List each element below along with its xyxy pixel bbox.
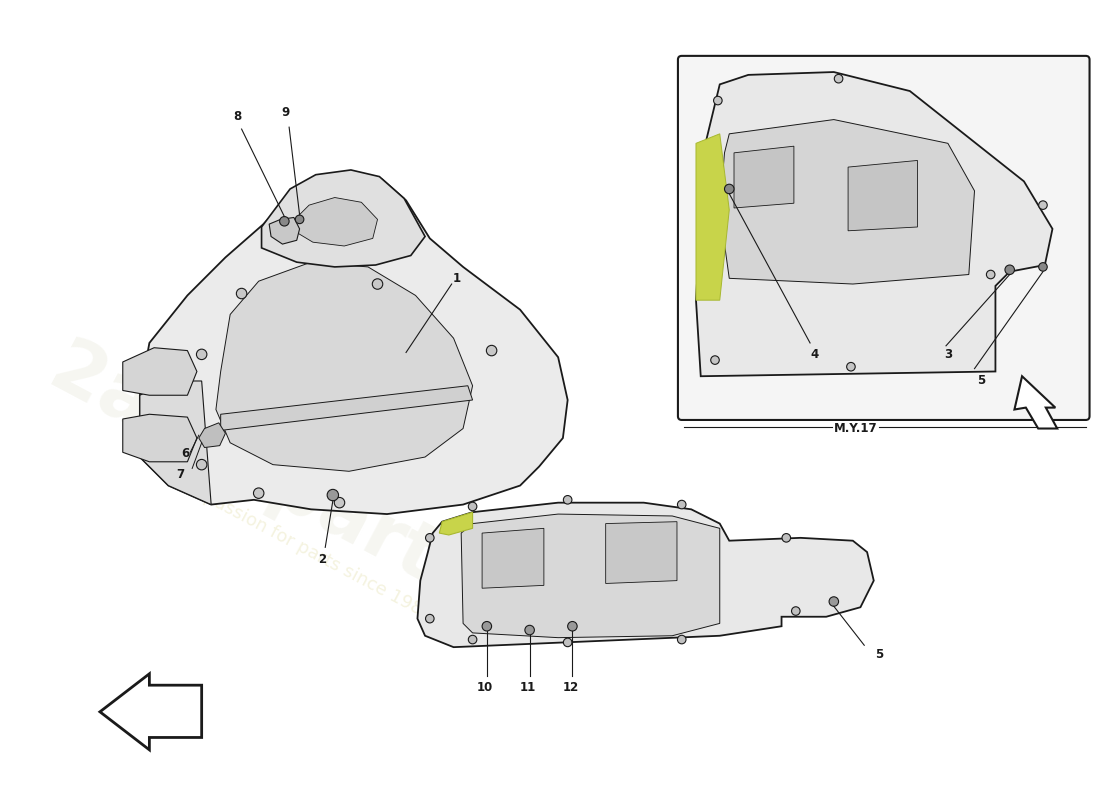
Circle shape xyxy=(482,622,492,631)
Circle shape xyxy=(253,488,264,498)
Text: 5: 5 xyxy=(977,374,986,387)
Text: 2: 2 xyxy=(318,554,327,566)
FancyBboxPatch shape xyxy=(678,56,1089,420)
Polygon shape xyxy=(461,514,719,638)
Polygon shape xyxy=(199,423,226,447)
Circle shape xyxy=(563,638,572,646)
Circle shape xyxy=(1038,201,1047,210)
Circle shape xyxy=(678,635,686,644)
Polygon shape xyxy=(1014,376,1057,429)
Circle shape xyxy=(197,459,207,470)
Text: 11: 11 xyxy=(519,681,536,694)
Polygon shape xyxy=(439,512,473,535)
Circle shape xyxy=(327,490,339,501)
Text: 9: 9 xyxy=(282,106,289,119)
Circle shape xyxy=(279,217,289,226)
Circle shape xyxy=(525,626,535,635)
Polygon shape xyxy=(848,161,917,230)
Text: parts since 1985: parts since 1985 xyxy=(840,206,960,280)
Circle shape xyxy=(426,534,434,542)
Circle shape xyxy=(834,74,843,83)
Polygon shape xyxy=(123,348,197,395)
Circle shape xyxy=(711,356,719,364)
Circle shape xyxy=(295,215,304,224)
Circle shape xyxy=(829,597,838,606)
Polygon shape xyxy=(140,172,568,514)
Polygon shape xyxy=(719,119,975,284)
Circle shape xyxy=(792,606,800,615)
Polygon shape xyxy=(696,72,1053,376)
Text: 12: 12 xyxy=(562,681,579,694)
Polygon shape xyxy=(606,522,676,583)
Circle shape xyxy=(486,346,497,356)
Text: 10: 10 xyxy=(476,681,493,694)
Circle shape xyxy=(469,502,477,510)
Polygon shape xyxy=(262,170,425,267)
Polygon shape xyxy=(140,381,211,505)
Text: 2autoparts: 2autoparts xyxy=(37,332,490,620)
Polygon shape xyxy=(221,386,473,430)
Circle shape xyxy=(678,500,686,509)
Circle shape xyxy=(563,495,572,504)
Circle shape xyxy=(987,270,996,278)
Polygon shape xyxy=(270,218,299,244)
Text: 2autoparts: 2autoparts xyxy=(774,138,989,273)
Circle shape xyxy=(782,534,791,542)
Text: 5: 5 xyxy=(876,648,883,662)
Circle shape xyxy=(1005,265,1014,274)
Text: 7: 7 xyxy=(177,468,185,481)
Circle shape xyxy=(197,349,207,359)
Polygon shape xyxy=(100,674,201,750)
Text: 1: 1 xyxy=(452,272,461,285)
Polygon shape xyxy=(734,146,794,208)
Circle shape xyxy=(426,614,434,623)
Text: M.Y.17: M.Y.17 xyxy=(834,422,878,435)
Circle shape xyxy=(372,278,383,290)
Circle shape xyxy=(334,498,344,508)
Text: 6: 6 xyxy=(182,446,189,460)
Circle shape xyxy=(236,288,246,298)
Text: 3: 3 xyxy=(944,348,952,361)
Polygon shape xyxy=(290,198,377,246)
Text: a passion for parts since 1985: a passion for parts since 1985 xyxy=(186,480,436,624)
Text: 8: 8 xyxy=(233,110,242,123)
Circle shape xyxy=(1038,262,1047,271)
Text: 4: 4 xyxy=(811,348,818,361)
Circle shape xyxy=(847,362,855,371)
Polygon shape xyxy=(418,502,873,647)
Polygon shape xyxy=(696,134,729,300)
Polygon shape xyxy=(482,528,543,588)
Circle shape xyxy=(469,635,477,644)
Circle shape xyxy=(725,184,734,194)
Polygon shape xyxy=(123,414,197,462)
Circle shape xyxy=(714,96,722,105)
Circle shape xyxy=(568,622,578,631)
Polygon shape xyxy=(216,262,473,471)
